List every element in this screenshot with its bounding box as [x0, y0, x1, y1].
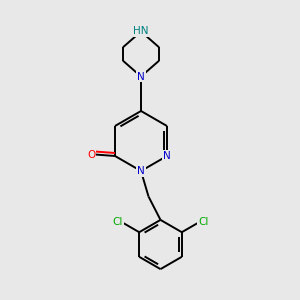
Text: N: N — [163, 151, 171, 161]
Text: N: N — [137, 166, 145, 176]
Text: O: O — [87, 149, 95, 160]
Text: N: N — [137, 71, 145, 82]
Text: HN: HN — [133, 26, 149, 37]
Text: Cl: Cl — [198, 218, 208, 227]
Text: Cl: Cl — [112, 218, 123, 227]
